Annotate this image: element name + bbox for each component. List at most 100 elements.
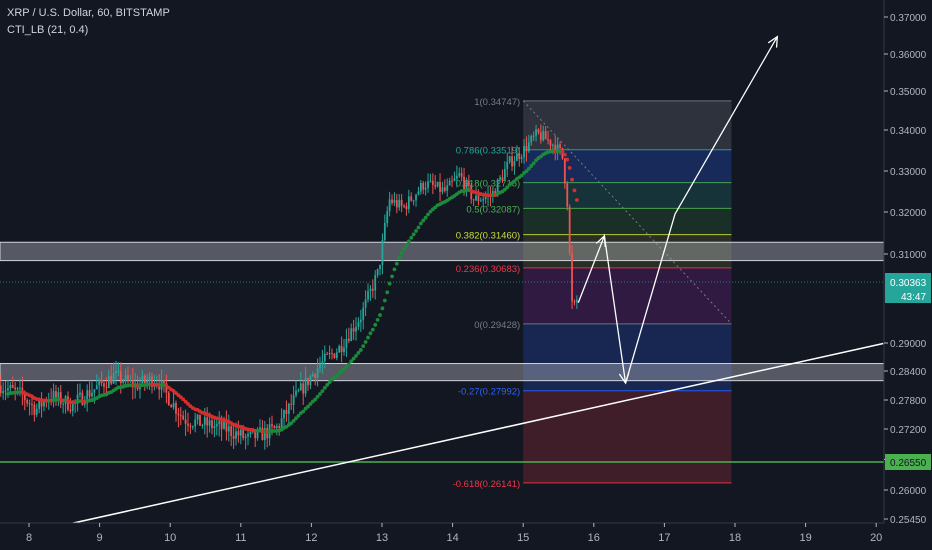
- candle: [345, 338, 348, 348]
- candle: [554, 144, 557, 154]
- candle: [494, 191, 497, 195]
- candle: [472, 199, 475, 201]
- candle: [62, 403, 65, 405]
- candle: [551, 144, 554, 146]
- candle: [398, 199, 401, 208]
- candle: [352, 328, 355, 332]
- candle: [393, 200, 396, 203]
- fib-level-label: 0.236(0.30683): [456, 264, 520, 275]
- candle: [395, 200, 398, 208]
- candle: [259, 427, 261, 430]
- candle: [225, 421, 228, 432]
- candle: [357, 322, 360, 327]
- cti-dot: [502, 187, 507, 192]
- cti-dot: [380, 306, 385, 311]
- candle: [28, 403, 31, 405]
- cti-dot: [390, 274, 394, 279]
- candle: [124, 375, 127, 382]
- candle: [532, 135, 535, 137]
- candle: [429, 180, 432, 182]
- candle: [568, 206, 571, 253]
- candle: [556, 144, 559, 154]
- candle: [81, 392, 84, 405]
- candle: [463, 176, 465, 189]
- candle: [422, 182, 425, 190]
- candle: [311, 374, 314, 377]
- cti-dot: [358, 348, 363, 352]
- candle: [412, 200, 415, 202]
- candle: [297, 390, 300, 392]
- candle: [93, 389, 96, 393]
- candle: [307, 378, 309, 386]
- candle: [451, 180, 453, 182]
- cti-dot: [351, 356, 356, 361]
- candle: [218, 421, 221, 425]
- time-tick-label: 15: [517, 532, 529, 544]
- price-tick-label: 0.29000: [890, 339, 927, 350]
- candle: [477, 195, 480, 202]
- candle: [146, 380, 149, 383]
- candle: [559, 144, 561, 148]
- cti-dot: [570, 177, 574, 182]
- cti-dot: [531, 161, 536, 166]
- fib-level-label: 0(0.29428): [474, 320, 520, 331]
- last-price-label: 0.30363: [890, 278, 927, 289]
- candle: [316, 367, 319, 378]
- candle: [83, 403, 86, 405]
- time-tick-label: 8: [26, 532, 32, 544]
- candle: [184, 419, 187, 424]
- trend-line[interactable]: [67, 342, 884, 526]
- candle: [506, 161, 509, 170]
- fib-level-label: 0.618(0.32715): [456, 179, 520, 190]
- candle: [115, 370, 117, 374]
- candle: [295, 390, 297, 396]
- fib-level-label: 0.786(0.33519): [456, 146, 520, 157]
- indicator-label[interactable]: CTI_LB (21, 0.4): [7, 24, 89, 36]
- cti-dot: [394, 261, 399, 266]
- candle: [263, 428, 266, 441]
- candle: [0, 385, 2, 394]
- cti-dot: [370, 327, 375, 332]
- price-tick-label: 0.27800: [890, 396, 927, 407]
- candle: [475, 195, 477, 201]
- candle: [165, 383, 168, 393]
- cti-dot: [423, 215, 428, 220]
- candle: [304, 378, 307, 394]
- time-tick-label: 14: [446, 532, 458, 544]
- cti-dot: [426, 212, 430, 217]
- candle: [220, 421, 223, 429]
- candle: [2, 391, 5, 394]
- candle: [503, 169, 506, 180]
- candle: [31, 404, 33, 406]
- candle: [417, 191, 420, 195]
- cti-dot: [411, 232, 416, 237]
- cti-dot: [519, 173, 524, 178]
- candle: [326, 353, 329, 355]
- candle: [208, 420, 211, 426]
- candle: [110, 375, 113, 384]
- candle: [105, 386, 108, 388]
- cti-dot: [382, 298, 387, 303]
- cti-dot: [414, 229, 418, 233]
- candle: [254, 430, 257, 439]
- candle: [400, 199, 403, 206]
- candle: [338, 345, 341, 353]
- candle: [122, 381, 125, 383]
- price-tick-label: 0.27200: [890, 425, 927, 436]
- candle: [563, 158, 566, 184]
- candle: [371, 288, 374, 291]
- candle: [542, 131, 545, 141]
- price-tick-label: 0.33000: [890, 167, 927, 178]
- cti-dot: [183, 399, 188, 404]
- candle: [381, 239, 384, 265]
- candle: [100, 379, 103, 384]
- candle: [355, 326, 357, 332]
- time-axis[interactable]: [0, 523, 932, 550]
- candle: [523, 145, 525, 158]
- candle: [278, 426, 281, 428]
- candle: [215, 424, 218, 427]
- candle: [112, 373, 115, 384]
- candle: [520, 157, 523, 160]
- support-resistance-zone[interactable]: [0, 241, 885, 262]
